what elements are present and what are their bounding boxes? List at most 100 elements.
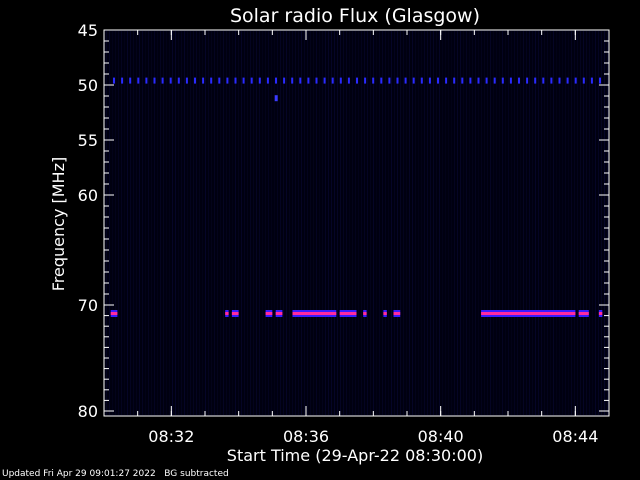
noise-streak — [235, 31, 236, 415]
interference-segment-core — [393, 312, 401, 315]
noise-streak — [133, 31, 134, 415]
noise-streak — [256, 31, 257, 415]
interference-dot — [404, 77, 407, 84]
noise-streak — [106, 31, 107, 415]
interference-dot — [372, 77, 375, 84]
noise-streak — [436, 31, 437, 415]
noise-streak — [271, 31, 272, 415]
y-tick-label: 50 — [78, 76, 98, 95]
interference-dot — [590, 77, 593, 84]
noise-streak — [310, 31, 311, 415]
noise-streak — [448, 31, 449, 415]
interference-dot — [412, 77, 415, 84]
noise-streak — [400, 31, 401, 415]
y-axis: 45 50 55 60 70 80 — [78, 21, 609, 421]
noise-streak — [469, 31, 470, 415]
noise-streak — [505, 31, 506, 415]
interference-dot — [493, 77, 496, 84]
noise-streak — [214, 31, 215, 415]
noise-streak — [589, 31, 590, 415]
interference-dot — [364, 77, 367, 84]
interference-dot — [299, 77, 302, 84]
chart-marks — [110, 77, 603, 317]
noise-streak — [361, 31, 362, 415]
x-tick-label: 08:44 — [552, 427, 598, 446]
noise-streak — [439, 31, 440, 415]
noise-streak — [463, 31, 464, 415]
interference-dot — [113, 77, 115, 84]
noise-streak — [388, 31, 389, 415]
noise-streak — [562, 31, 563, 415]
noise-streak — [220, 31, 221, 415]
noise-streak — [451, 31, 452, 415]
noise-streak — [484, 31, 485, 415]
noise-streak — [268, 31, 269, 415]
noise-streak — [196, 31, 197, 415]
noise-streak — [607, 31, 608, 415]
noise-streak — [313, 31, 314, 415]
interference-dot — [258, 77, 261, 84]
interference-dot — [185, 77, 188, 84]
noise-streak — [493, 31, 494, 415]
noise-streak — [565, 31, 566, 415]
noise-streak — [166, 31, 167, 415]
noise-streak — [223, 31, 224, 415]
noise-streak — [238, 31, 239, 415]
noise-streak — [478, 31, 479, 415]
noise-streak — [391, 31, 392, 415]
noise-streak — [205, 31, 206, 415]
noise-streak — [274, 31, 275, 415]
y-tick-label: 60 — [78, 186, 98, 205]
noise-streak — [535, 31, 536, 415]
noise-streak — [292, 31, 293, 415]
interference-dot — [307, 77, 310, 84]
noise-streak — [118, 31, 119, 415]
plot-area — [104, 30, 609, 416]
interference-dot — [161, 77, 164, 84]
noise-streak — [577, 31, 578, 415]
noise-streak — [382, 31, 383, 415]
noise-streak — [409, 31, 410, 415]
noise-streak — [172, 31, 173, 415]
interference-dot — [283, 77, 286, 84]
interference-segment-core — [275, 312, 283, 315]
noise-streak — [457, 31, 458, 415]
interference-dot — [210, 77, 213, 84]
noise-streak — [151, 31, 152, 415]
footer-note: BG subtracted — [164, 469, 229, 479]
interference-dot — [121, 77, 124, 84]
noise-streak — [253, 31, 254, 415]
noise-streak — [553, 31, 554, 415]
noise-streak — [379, 31, 380, 415]
interference-dot — [501, 77, 504, 84]
noise-streak — [367, 31, 368, 415]
interference-dot — [202, 77, 205, 84]
noise-streak — [532, 31, 533, 415]
noise-streak — [316, 31, 317, 415]
noise-streak — [556, 31, 557, 415]
x-axis: 08:32 08:36 08:40 08:44 — [103, 30, 610, 446]
noise-streak — [523, 31, 524, 415]
noise-streak — [475, 31, 476, 415]
noise-streak — [337, 31, 338, 415]
interference-dot — [153, 77, 156, 84]
noise-streak — [136, 31, 137, 415]
noise-streak — [550, 31, 551, 415]
burst-point — [274, 95, 278, 102]
x-tick-label: 08:40 — [418, 427, 464, 446]
noise-streak — [325, 31, 326, 415]
interference-dot — [550, 77, 553, 84]
interference-dot — [226, 77, 229, 84]
interference-dot — [137, 77, 140, 84]
interference-segment-core — [363, 312, 367, 315]
noise-streak — [175, 31, 176, 415]
interference-dot — [509, 77, 512, 84]
noise-streak — [472, 31, 473, 415]
interference-segment-core — [481, 312, 576, 315]
noise-streak — [496, 31, 497, 415]
noise-streak — [541, 31, 542, 415]
interference-dot — [599, 77, 601, 84]
noise-streak — [232, 31, 233, 415]
noise-streak — [163, 31, 164, 415]
interference-segment-core — [292, 312, 337, 315]
